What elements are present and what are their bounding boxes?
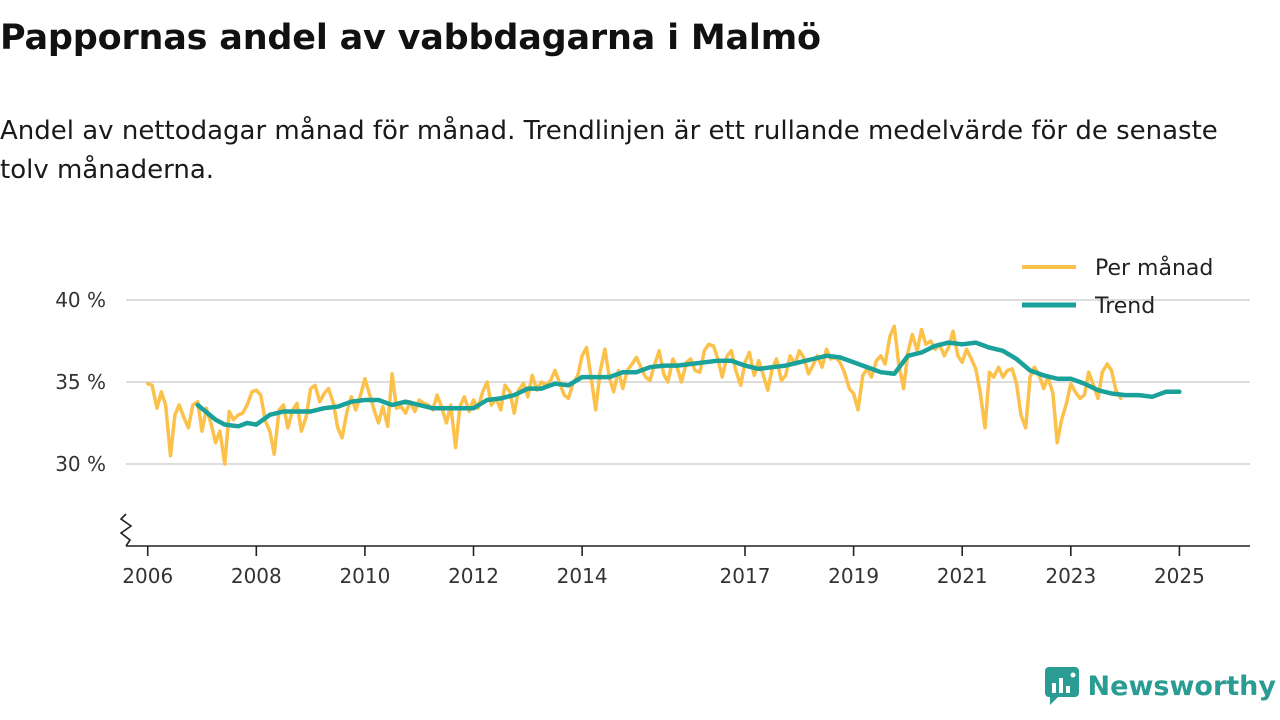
x-tick-label: 2021 <box>937 564 988 588</box>
chart-title: Pappornas andel av vabbdagarna i Malmö <box>0 18 821 58</box>
x-tick-label: 2014 <box>557 564 608 588</box>
newsworthy-brand: Newsworthy <box>1044 666 1276 706</box>
newsworthy-logo-icon <box>1044 667 1079 705</box>
chart-subtitle: Andel av nettodagar månad för månad. Tre… <box>0 116 1218 185</box>
axes: 30 % 35 % 40 % 2006 2008 2010 2012 2014 2017 2019… <box>55 288 1250 588</box>
x-tick-label: 2017 <box>720 564 771 588</box>
per-manad-line <box>145 324 1123 466</box>
x-tick-label: 2025 <box>1154 564 1205 588</box>
series <box>145 324 1182 466</box>
legend-label: Trend <box>1094 294 1155 319</box>
legend: Per månad Trend <box>1022 255 1213 319</box>
y-tick-label: 30 % <box>55 452 106 476</box>
axis-break-icon <box>119 513 133 547</box>
brand-name: Newsworthy <box>1087 670 1276 702</box>
legend-item: Per månad <box>1022 255 1213 281</box>
y-tick-label: 35 % <box>55 370 106 394</box>
x-tick-label: 2023 <box>1045 564 1096 588</box>
x-tick-label: 2019 <box>828 564 879 588</box>
trend-line <box>195 340 1182 429</box>
y-tick-label: 40 % <box>55 288 106 312</box>
x-tick-label: 2008 <box>231 564 282 588</box>
x-tick-label: 2012 <box>448 564 499 588</box>
x-tick-label: 2006 <box>122 564 173 588</box>
legend-label: Per månad <box>1095 255 1213 281</box>
gridlines <box>126 299 1250 465</box>
legend-item: Trend <box>1022 294 1155 319</box>
x-tick-label: 2010 <box>339 564 390 588</box>
